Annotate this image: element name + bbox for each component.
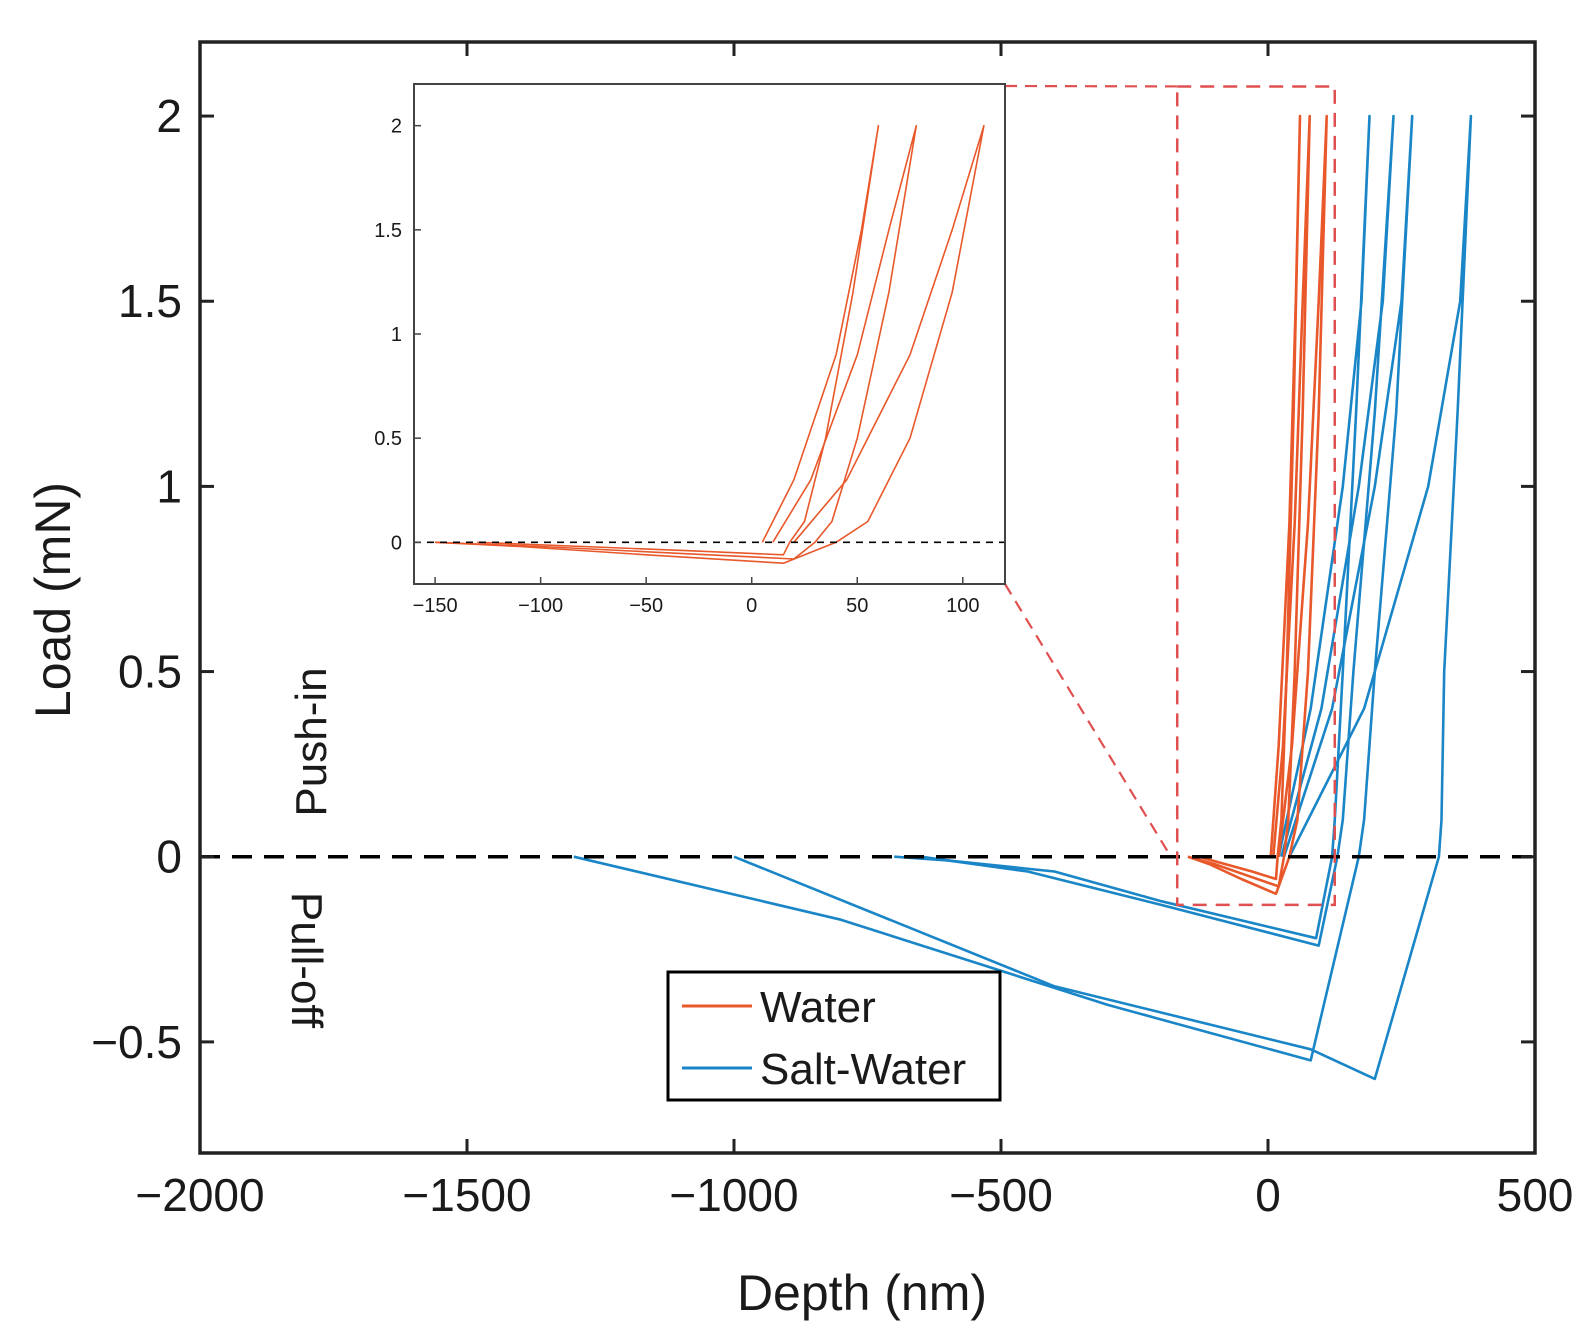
inset-background xyxy=(414,84,1005,584)
legend: Water Salt-Water xyxy=(666,970,1002,1102)
zoom-region-box xyxy=(1175,85,1336,907)
y-axis-label: Load (mN) xyxy=(25,482,81,718)
inset-water-curve-2 xyxy=(435,124,985,564)
inset-x-tick-label: −150 xyxy=(413,595,458,617)
x-axis-label: Depth (nm) xyxy=(737,1265,987,1321)
series-salt-water-curve-3 xyxy=(733,114,1473,1081)
inset-y-tick-label: 0.5 xyxy=(374,428,402,450)
series-water-curve-0 xyxy=(1198,114,1302,881)
y-tick-label: 1 xyxy=(156,460,182,512)
x-tick-label: 500 xyxy=(1497,1169,1574,1221)
x-tick-label: −1000 xyxy=(669,1169,798,1221)
inset-x-tick-label: −100 xyxy=(518,595,563,617)
y-tick-label: 0.5 xyxy=(118,646,182,698)
inset-connector-bottom xyxy=(1004,583,1169,852)
inset-water-curve-1 xyxy=(435,124,918,560)
inset-y-tick-label: 2 xyxy=(391,116,402,138)
inset-x-tick-label: 50 xyxy=(846,595,868,617)
y-tick-label: 1.5 xyxy=(118,275,182,327)
inset-x-tick-label: 0 xyxy=(746,595,757,617)
pull-off-annotation: Pull-off xyxy=(282,892,331,1029)
legend-label-salt-water: Salt-Water xyxy=(760,1045,966,1094)
y-tick-label: 0 xyxy=(156,831,182,883)
plot-frame xyxy=(198,40,1537,1155)
series-water-curve-1 xyxy=(1187,114,1311,888)
y-tick-label: 2 xyxy=(156,90,182,142)
push-in-annotation: Push-in xyxy=(287,667,336,816)
inset-y-tick-label: 0 xyxy=(391,532,402,554)
legend-label-water: Water xyxy=(760,983,876,1032)
inset-y-tick-label: 1 xyxy=(391,324,402,346)
series-salt-water-curve-0 xyxy=(894,114,1371,940)
inset-x-tick-label: 100 xyxy=(946,595,979,617)
series-water-curve-2 xyxy=(1187,114,1328,896)
x-tick-label: 0 xyxy=(1255,1169,1281,1221)
inset-plot: −150 −100 −50 0 50 100 0 0.5 1 1.5 2 xyxy=(374,83,1178,852)
main-plot-marks: −2000 −1500 −1000 −500 0 500−0.500.511.52 xyxy=(91,40,1574,1221)
inset-y-tick-label: 1.5 xyxy=(374,220,402,242)
y-tick-label: −0.5 xyxy=(91,1016,182,1068)
x-tick-label: −1500 xyxy=(402,1169,531,1221)
x-tick-label: −2000 xyxy=(135,1169,264,1221)
series-salt-water-curve-1 xyxy=(920,114,1395,947)
x-tick-label: −500 xyxy=(949,1169,1053,1221)
legend-box xyxy=(666,970,1002,1102)
inset-x-tick-label: −50 xyxy=(629,595,663,617)
